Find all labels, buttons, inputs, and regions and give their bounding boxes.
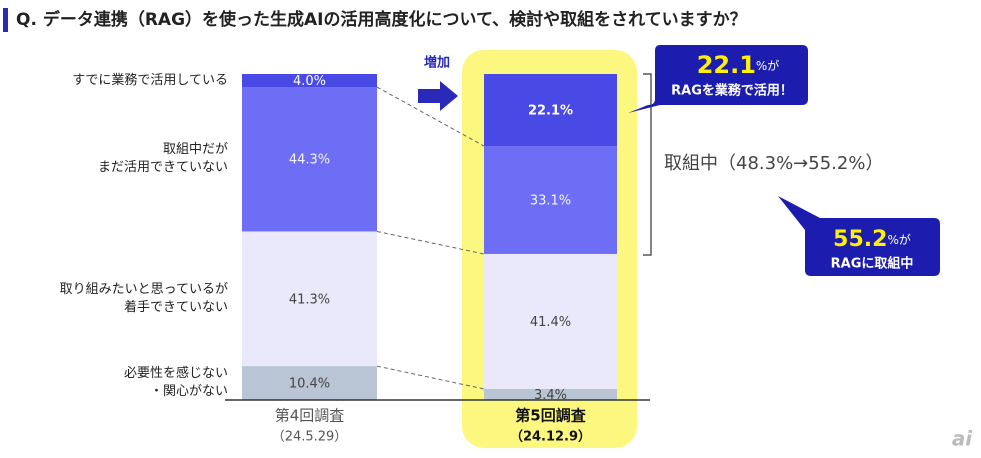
value-label: 41.4%	[530, 315, 571, 330]
callout-box	[628, 45, 808, 113]
value-label: 3.4%	[534, 388, 567, 403]
logo: ai	[952, 427, 973, 451]
connector	[376, 86, 485, 147]
callout-unit: %が	[756, 58, 779, 73]
x-tick-sublabel: （24.5.29）	[272, 430, 348, 445]
bar-segment	[484, 146, 617, 254]
value-label: 4.0%	[293, 74, 326, 89]
bar-segment	[242, 231, 377, 367]
value-label: 10.4%	[289, 377, 330, 392]
title-marker	[3, 8, 8, 32]
callout-unit: %が	[887, 232, 910, 247]
x-tick-label: 第5回調査	[515, 407, 586, 425]
series-label: すでに業務で活用している	[72, 72, 228, 88]
x-tick-label: 第4回調査	[275, 407, 345, 425]
x-tick-sublabel: （24.12.9）	[510, 429, 591, 445]
callout-headline: 55.2%が	[833, 227, 911, 252]
callout-number: 55.2	[833, 227, 887, 252]
connector	[376, 230, 485, 255]
increase-label: 増加	[424, 55, 450, 71]
bar-segment	[242, 366, 377, 400]
value-label: 44.3%	[289, 153, 330, 168]
arrow	[418, 81, 458, 111]
callout-number: 22.1	[697, 51, 756, 79]
callout-text: RAGを業務で活用！	[671, 83, 793, 99]
callout-text: RAGに取組中	[831, 256, 914, 272]
series-label: 取り組みたいと思っているが 着手できていない	[59, 281, 228, 315]
bar-segment	[484, 253, 617, 389]
bar-segment	[484, 388, 617, 400]
value-label: 33.1%	[530, 193, 571, 208]
bar-segment	[242, 87, 377, 232]
callout-headline: 22.1%が	[697, 51, 780, 79]
connector	[376, 365, 485, 390]
bar-segment	[242, 74, 377, 88]
series-label: 取組中だが まだ活用できていない	[97, 142, 228, 176]
chart-title: Q. データ連携（RAG）を使った生成AIの活用高度化について、検討や取組をされ…	[16, 9, 747, 30]
series-label: 必要性を感じない ・関心がない	[123, 366, 228, 400]
bar-segment	[484, 74, 617, 147]
bracket	[643, 73, 652, 256]
bracket-text: 取組中（48.3%→55.2%）	[664, 153, 883, 174]
value-label: 41.3%	[289, 292, 330, 307]
callout-box	[778, 196, 940, 276]
value-label: 22.1%	[528, 104, 573, 119]
